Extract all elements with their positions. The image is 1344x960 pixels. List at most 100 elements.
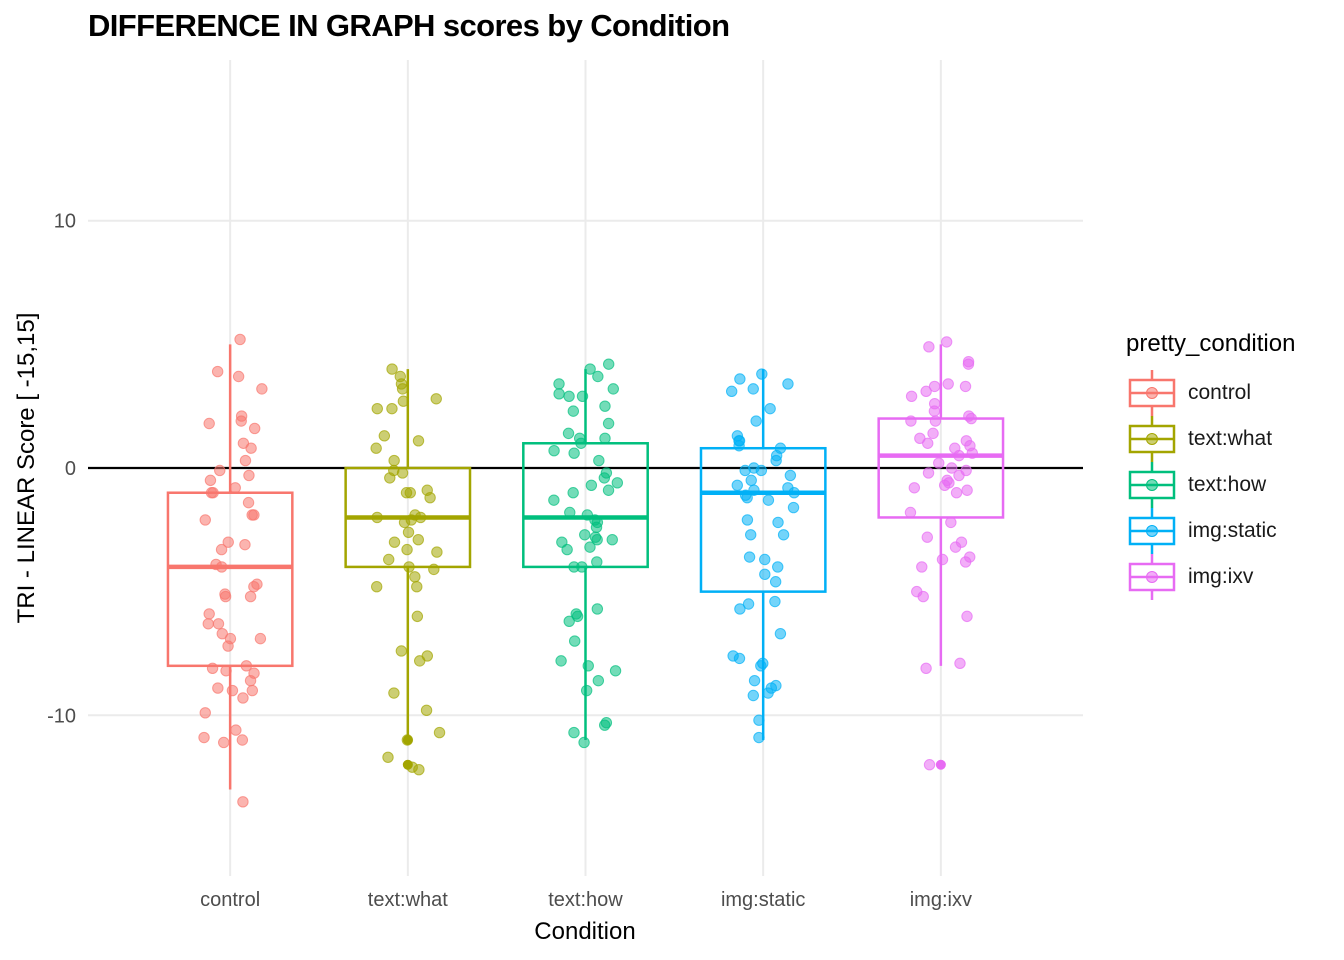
data-point (769, 595, 781, 608)
data-point (240, 660, 253, 672)
y-tick-label: 0 (65, 458, 76, 480)
data-point (739, 464, 751, 477)
data-point (929, 415, 942, 427)
data-point (215, 543, 228, 556)
data-point (198, 731, 210, 744)
x-tick-label: img:static (721, 889, 805, 911)
data-point (759, 568, 771, 581)
legend-label: text:what (1188, 427, 1273, 450)
data-point (584, 541, 596, 553)
data-point (239, 538, 251, 551)
data-point (788, 487, 800, 499)
legend-key-point (1146, 571, 1158, 583)
legend-item: text:what (1126, 416, 1295, 462)
data-point (383, 553, 395, 566)
data-point (386, 363, 398, 375)
data-point (755, 464, 768, 477)
data-point (592, 674, 605, 687)
data-point (942, 378, 954, 390)
legend-item: img:ixv (1126, 554, 1295, 600)
legend-key (1128, 508, 1176, 554)
data-point (564, 506, 576, 519)
data-point (579, 529, 591, 541)
data-point (568, 447, 580, 459)
data-point (606, 534, 618, 546)
data-point (411, 610, 424, 623)
data-point (954, 657, 966, 670)
data-point (928, 380, 941, 393)
data-point (571, 610, 584, 623)
data-point (733, 652, 746, 665)
data-point (917, 590, 929, 603)
data-point (568, 561, 580, 573)
data-point (585, 479, 598, 492)
data-point (609, 665, 622, 677)
data-point (599, 719, 611, 731)
data-point (413, 763, 425, 776)
data-point (245, 442, 257, 454)
data-point (922, 437, 934, 449)
data-point (949, 541, 962, 553)
data-point (742, 598, 755, 610)
data-point (598, 472, 611, 484)
data-point (403, 561, 415, 573)
data-point (734, 603, 746, 615)
data-point (961, 484, 973, 496)
data-point (774, 627, 787, 640)
legend-label: text:how (1188, 473, 1267, 496)
y-tick-label: 10 (54, 211, 76, 233)
legend-label: img:static (1188, 519, 1277, 542)
data-point (599, 432, 611, 445)
data-point (584, 363, 596, 375)
legend-key-point (1146, 479, 1158, 491)
data-point (725, 385, 738, 398)
data-point (923, 759, 936, 771)
data-point (371, 580, 383, 593)
data-point (205, 487, 218, 499)
data-point (755, 660, 767, 672)
x-tick-label: control (200, 889, 260, 911)
data-point (770, 454, 782, 467)
data-point (388, 454, 400, 467)
data-point (591, 534, 603, 546)
data-point (411, 580, 423, 593)
data-point (553, 378, 565, 390)
data-point (553, 388, 565, 400)
data-point (567, 487, 579, 499)
data-point (243, 469, 255, 482)
data-point (782, 378, 794, 390)
legend-item: text:how (1126, 462, 1295, 508)
data-point (938, 479, 951, 492)
data-point (762, 494, 775, 506)
x-axis-ticks: control text:what text:how img:static img:ix… (200, 889, 972, 911)
data-point (222, 536, 234, 548)
data-point (202, 618, 214, 630)
data-point (590, 521, 603, 534)
data-point (756, 368, 768, 380)
data-point (401, 543, 413, 556)
box-img-static (699, 369, 827, 740)
y-axis-ticks: -10 0 10 (47, 211, 76, 728)
data-point (433, 726, 446, 739)
data-point (246, 509, 258, 521)
data-point (580, 684, 593, 697)
x-axis-title: Condition (534, 918, 635, 945)
data-point (398, 516, 411, 529)
data-point (402, 526, 415, 538)
data-point (204, 474, 217, 487)
data-point (568, 635, 581, 647)
data-point (904, 506, 917, 519)
data-point (945, 462, 958, 474)
data-point (959, 380, 972, 393)
legend-key (1128, 416, 1176, 462)
data-point (592, 370, 604, 383)
data-point (234, 333, 246, 346)
data-point (239, 454, 252, 467)
data-point (921, 531, 933, 543)
data-point (777, 529, 790, 541)
y-tick-label: -10 (47, 705, 76, 727)
data-point (396, 383, 409, 395)
data-point (216, 627, 228, 640)
data-point (236, 734, 249, 746)
data-point (561, 543, 573, 556)
